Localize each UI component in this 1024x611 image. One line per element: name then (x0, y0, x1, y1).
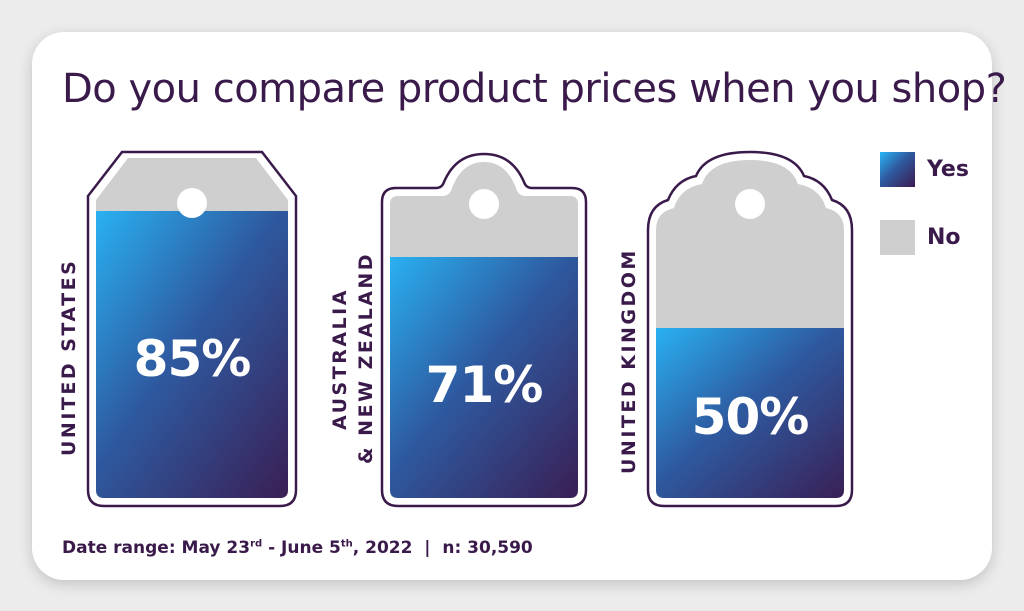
footer-date-prefix: Date range: May 23 (62, 538, 251, 558)
country-label-united-kingdom: UNITED KINGDOM (618, 248, 640, 474)
tag-australia-new-zealand (380, 152, 588, 508)
footer-date-mid: - June 5 (262, 538, 341, 558)
tag-united-states (86, 150, 298, 508)
value-label-united-kingdom: 50% (691, 388, 810, 446)
value-label-united-states: 85% (133, 330, 252, 388)
legend-label-yes: Yes (927, 157, 969, 182)
country-label-united-states: UNITED STATES (58, 258, 80, 456)
value-label-australia-new-zealand: 71% (425, 356, 544, 414)
footer-sup-th: th (340, 538, 353, 550)
legend-label-no: No (927, 225, 961, 250)
chart-title: Do you compare product prices when you s… (62, 66, 1007, 112)
legend-item-yes: Yes (880, 152, 969, 187)
country-label-australia-line2: & NEW ZEALAND (355, 251, 377, 464)
country-label-australia-line1: AUSTRALIA (329, 288, 351, 430)
legend-swatch-yes (880, 152, 915, 187)
tag-united-kingdom (646, 150, 854, 508)
footer-date-range: Date range: May 23rd - June 5th, 2022 | … (62, 538, 533, 558)
legend-item-no: No (880, 220, 961, 255)
legend-swatch-no (880, 220, 915, 255)
footer-date-suffix: , 2022 | n: 30,590 (352, 538, 533, 558)
footer-sup-rd: rd (250, 538, 263, 550)
